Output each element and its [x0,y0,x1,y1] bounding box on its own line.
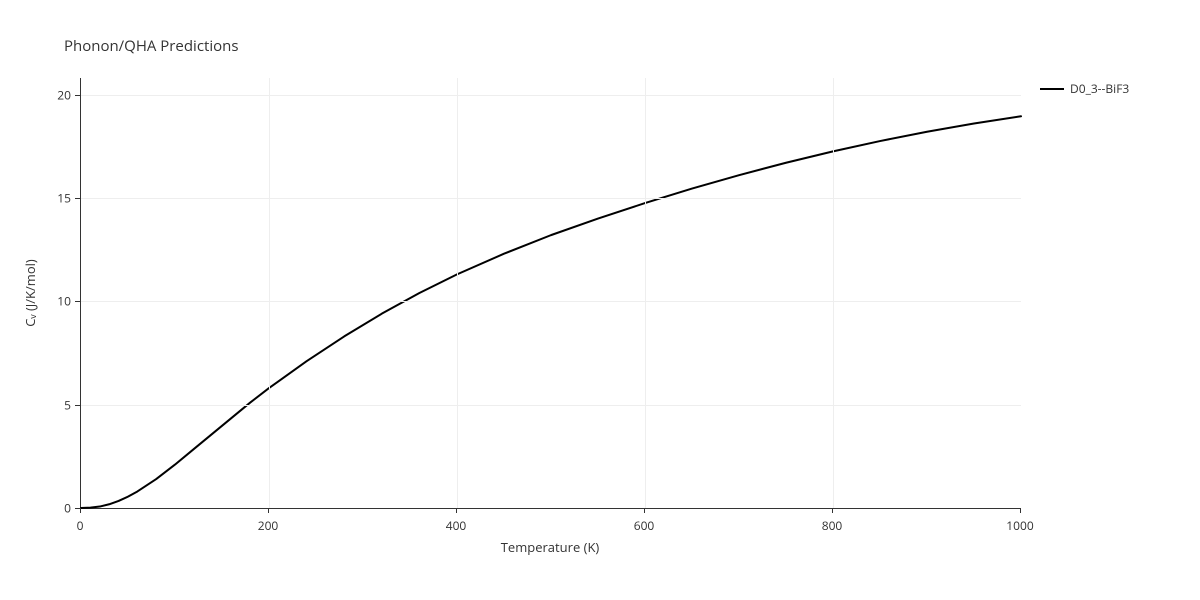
y-axis-label: Cᵥ (J/K/mol) [21,259,39,327]
gridline-h [81,405,1021,406]
gridline-v [269,78,270,508]
x-tick [832,508,833,513]
y-tick-label: 0 [53,500,71,517]
gridline-h [81,301,1021,302]
x-tick-label: 200 [258,517,279,534]
y-tick-label: 10 [53,293,71,310]
chart-container: Phonon/QHA Predictions Temperature (K) C… [0,0,1200,600]
gridline-v [457,78,458,508]
x-tick-label: 800 [822,517,843,534]
x-tick-label: 400 [446,517,467,534]
x-tick-label: 600 [634,517,655,534]
x-tick [644,508,645,513]
gridline-v [645,78,646,508]
legend-swatch [1040,88,1064,90]
legend-label: D0_3--BiF3 [1070,80,1129,97]
curve-svg [81,78,1021,508]
x-tick [456,508,457,513]
x-tick [80,508,81,513]
y-tick-label: 20 [53,86,71,103]
y-tick [75,508,80,509]
x-tick-label: 0 [77,517,84,534]
legend: D0_3--BiF3 [1040,80,1129,97]
y-tick [75,95,80,96]
plot-area [80,78,1021,509]
y-tick [75,198,80,199]
x-tick [1020,508,1021,513]
y-tick [75,301,80,302]
y-tick-label: 5 [53,396,71,413]
x-axis-label: Temperature (K) [501,538,600,556]
gridline-v [833,78,834,508]
chart-title: Phonon/QHA Predictions [64,36,239,56]
gridline-h [81,198,1021,199]
gridline-h [81,95,1021,96]
y-tick-label: 15 [53,189,71,206]
x-tick-label: 1000 [1006,517,1033,534]
y-tick [75,405,80,406]
x-tick [268,508,269,513]
series-line [81,116,1021,508]
